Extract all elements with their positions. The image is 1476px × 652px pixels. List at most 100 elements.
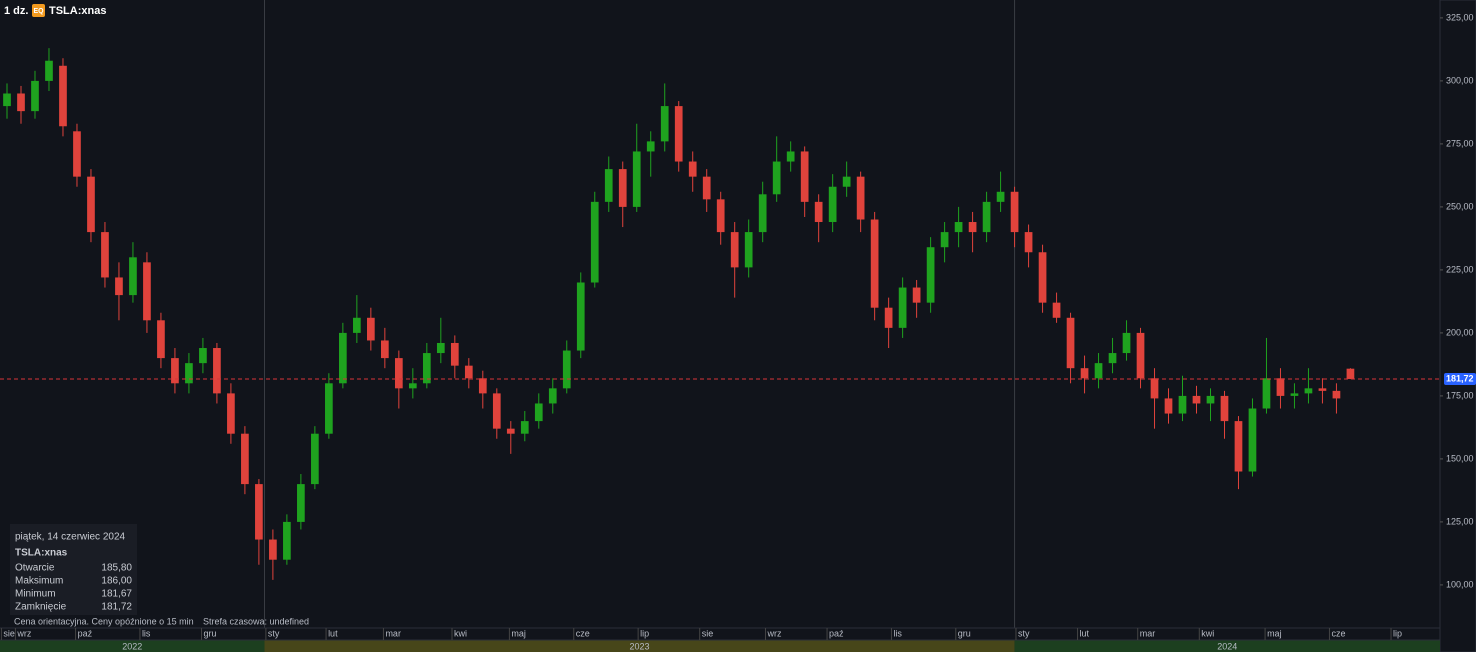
candle-body [171, 358, 179, 384]
candle-body [632, 151, 641, 207]
candle-body [912, 287, 921, 303]
candle-body [1038, 252, 1047, 303]
candle-body [3, 93, 11, 107]
tooltip-date: piątek, 14 czerwiec 2024 [15, 532, 126, 543]
candle-body [73, 131, 81, 177]
x-tick-label: gru [204, 628, 217, 638]
x-tick-label: lis [142, 628, 151, 638]
candle-body [1122, 332, 1131, 354]
candle-body [856, 176, 865, 220]
year-label: 2022 [122, 641, 142, 651]
candle-body [954, 222, 963, 233]
candle-body [1150, 378, 1159, 399]
candle-body [297, 484, 305, 522]
x-tick-label: sie [3, 628, 15, 638]
x-tick-label: maj [511, 628, 526, 638]
candle-body [982, 201, 991, 233]
candle-body [1290, 393, 1299, 396]
candle-body [1080, 368, 1089, 379]
candle-body [1164, 398, 1173, 414]
candle-body [157, 320, 165, 359]
candle-body [1304, 388, 1313, 394]
last-price-box [1444, 372, 1476, 385]
x-tick-label: sie [702, 628, 714, 638]
x-tick-label: wrz [766, 628, 781, 638]
candle-body [339, 332, 347, 384]
candle-body [1332, 390, 1341, 399]
candle-body [1024, 232, 1033, 253]
candle-body [660, 106, 669, 142]
tooltip-label: Otwarcie [15, 563, 55, 574]
candle-body [730, 232, 739, 268]
candle-body [590, 201, 599, 283]
candle-body [87, 176, 95, 233]
last-price-label: 181,72 [1446, 373, 1474, 383]
y-tick-label: 100,00 [1446, 579, 1474, 589]
candle-body [1346, 368, 1355, 379]
tooltip-value: 186,00 [101, 576, 132, 587]
year-band [0, 640, 265, 652]
tooltip-rows: Otwarcie 185,80 Maksimum 186,00 Minimum 181,6… [15, 563, 132, 613]
year-band [1014, 640, 1440, 652]
y-tick-label: 275,00 [1446, 138, 1474, 148]
x-tick-label: lut [1080, 628, 1090, 638]
candle-body [1066, 317, 1075, 369]
y-tick-label: 125,00 [1446, 516, 1474, 526]
candle-body [646, 141, 655, 152]
candle-body [380, 340, 389, 359]
x-tick-label: maj [1267, 628, 1282, 638]
candle-body [478, 378, 487, 394]
candle-body [898, 287, 907, 328]
symbol[interactable]: TSLA:xnas [49, 5, 106, 17]
x-tick-label: lis [893, 628, 902, 638]
tooltip-box [10, 524, 137, 615]
x-tick-label: sty [1018, 628, 1030, 638]
x-tick-label: lut [328, 628, 338, 638]
candle-body [269, 539, 277, 560]
candle-body [1276, 378, 1285, 396]
candle-body [353, 317, 361, 333]
y-tick-label: 175,00 [1446, 390, 1474, 400]
candle-body [283, 521, 291, 560]
x-tick-label: cze [1331, 628, 1345, 638]
candle-body [534, 403, 543, 422]
candle-body [996, 191, 1005, 202]
tooltip-label: Zamknięcie [15, 602, 67, 613]
candle-body [1248, 408, 1257, 472]
x-tick-label: lip [640, 628, 649, 638]
candle-body [926, 247, 935, 303]
candle-body [604, 169, 613, 202]
interval[interactable]: 1 dz. [4, 5, 28, 17]
candle-body [45, 60, 53, 81]
candle-body [716, 199, 725, 233]
candle-body [744, 232, 753, 268]
candle-body [548, 388, 557, 404]
badge: EQ [33, 8, 44, 15]
candle-body [1010, 191, 1019, 233]
note: Cena orientacyjna. Ceny opóźnione o 15 m… [14, 616, 194, 626]
candle-body [143, 262, 151, 321]
candle-body [618, 169, 627, 207]
candle-body [674, 106, 683, 162]
candle-body [115, 277, 123, 296]
tooltip-value: 185,80 [101, 563, 132, 574]
candle-body [31, 80, 39, 112]
candle-body [1178, 395, 1187, 414]
candle-body [1206, 395, 1215, 404]
candle-body [436, 342, 445, 354]
x-tick-label: mar [1140, 628, 1156, 638]
candle-body [506, 428, 515, 434]
note: Strefa czasowa: undefined [203, 616, 309, 626]
x-tick-label: cze [576, 628, 590, 638]
y-tick-label: 225,00 [1446, 264, 1474, 274]
candle-body [101, 232, 109, 278]
candle-body [492, 393, 501, 429]
candle-body [772, 161, 781, 195]
candle-body [1220, 395, 1229, 422]
y-tick-label: 250,00 [1446, 201, 1474, 211]
candle-body [394, 358, 403, 389]
x-tick-label: paź [829, 628, 844, 638]
